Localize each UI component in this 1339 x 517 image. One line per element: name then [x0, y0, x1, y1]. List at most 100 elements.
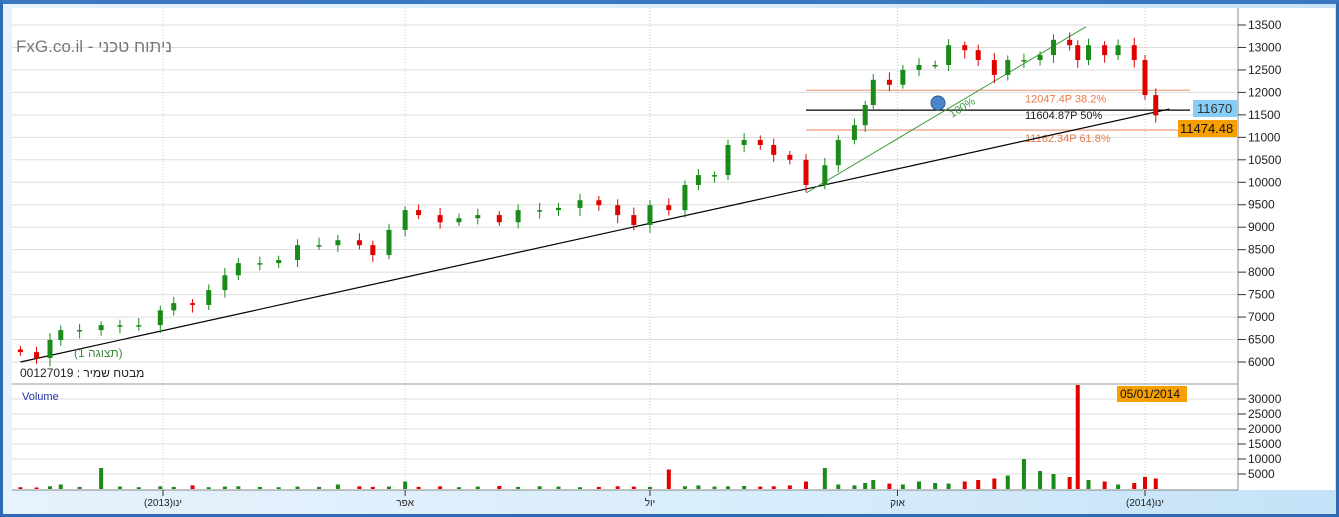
volume-bar: [1051, 474, 1056, 489]
candle-body: [416, 210, 422, 216]
cursor-price: 11670: [1197, 101, 1232, 116]
volume-bar: [77, 486, 82, 489]
y-tick-label: 8500: [1248, 243, 1275, 257]
volume-bar: [403, 481, 408, 489]
candle-body: [787, 154, 793, 160]
cursor-date-badge: [1117, 386, 1187, 402]
candle-body: [222, 275, 228, 291]
y-tick-label: 11000: [1248, 130, 1281, 144]
candle-body: [206, 290, 212, 305]
volume-bars: [18, 385, 1158, 489]
candle-body: [1115, 45, 1121, 56]
candle-body: [276, 260, 282, 264]
volume-bar: [1102, 481, 1107, 489]
candle-body: [577, 200, 583, 208]
candle-body: [335, 240, 341, 246]
candle-body: [932, 64, 938, 67]
volume-tick-label: 5000: [1248, 467, 1275, 481]
volume-bar: [34, 487, 39, 489]
candle-body: [77, 330, 83, 332]
volume-bar: [682, 486, 687, 489]
info-marker-icon[interactable]: [930, 95, 946, 111]
volume-bar: [1116, 484, 1121, 489]
last-price-badge: [1178, 120, 1237, 137]
volume-bar: [836, 484, 841, 489]
candle-body: [991, 60, 997, 75]
volume-tick-label: 30000: [1248, 392, 1282, 406]
volume-bar: [438, 486, 443, 489]
security-label: מבטח שמיר : 00127019: [20, 366, 144, 380]
volume-bar: [822, 468, 827, 489]
candle-body: [370, 245, 376, 256]
y-tick-label: 6500: [1248, 333, 1275, 347]
volume-title: Volume: [22, 391, 59, 403]
y-tick-label: 7000: [1248, 310, 1275, 324]
candle-body: [136, 325, 142, 327]
candle-body: [47, 339, 53, 358]
candle-body: [555, 207, 561, 211]
volume-bar: [696, 485, 701, 489]
volume-bar: [1021, 459, 1026, 489]
zoom-label: (תצוגה 1): [74, 346, 123, 360]
x-tick-label: אוק: [890, 498, 905, 509]
candle-body: [437, 215, 443, 223]
candle-body: [975, 50, 981, 61]
candle-body: [456, 218, 462, 223]
y-tick-label: 7500: [1248, 288, 1275, 302]
cursor-price-badge: [1193, 100, 1237, 117]
volume-bar: [357, 486, 362, 489]
candle-body: [725, 144, 731, 176]
y-tick-label: 10000: [1248, 175, 1282, 189]
candle-body: [835, 140, 841, 166]
volume-bar: [615, 486, 620, 489]
candle-body: [1051, 39, 1057, 56]
volume-bar: [295, 486, 300, 489]
volume-bar: [1067, 477, 1072, 489]
candle-body: [647, 205, 653, 225]
volume-bar: [742, 486, 747, 489]
fib-level-label: 12047.4P 38.2%: [1025, 93, 1106, 105]
candle-body: [870, 79, 876, 105]
y-axis-area: [1238, 8, 1335, 490]
volume-bar: [666, 469, 671, 489]
volume-bar: [992, 478, 997, 489]
candle-body: [946, 45, 952, 65]
volume-bar: [900, 484, 905, 489]
volume-bar: [1075, 385, 1080, 489]
volume-bar: [158, 486, 163, 489]
candle-body: [316, 245, 322, 247]
volume-bar: [416, 486, 421, 489]
volume-bar: [497, 486, 502, 489]
x-tick-label: ינו(2013): [144, 498, 182, 509]
candle-body: [17, 349, 23, 353]
volume-bar: [1143, 477, 1147, 489]
volume-bar: [276, 487, 281, 489]
candle-body: [1075, 45, 1081, 61]
y-tick-label: 12500: [1248, 63, 1282, 77]
volume-bar: [456, 487, 461, 489]
candle-body: [631, 215, 637, 225]
candle-body: [962, 45, 968, 51]
volume-bar: [1038, 471, 1043, 489]
volume-tick-label: 15000: [1248, 437, 1282, 451]
candle-body: [1067, 39, 1073, 46]
candle-body: [712, 175, 718, 177]
volume-bar: [1153, 478, 1158, 489]
volume-bar: [631, 486, 636, 489]
candle-body: [496, 215, 502, 223]
y-tick-label: 9000: [1248, 220, 1275, 234]
volume-bar: [18, 487, 23, 489]
volume-bar: [1132, 483, 1137, 489]
candle-body: [803, 159, 809, 185]
cursor-date: 05/01/2014: [1120, 387, 1180, 401]
y-tick-label: 13500: [1248, 18, 1282, 32]
volume-bar: [725, 486, 730, 489]
x-tick-label: יול: [645, 497, 656, 509]
x-tick-label: אפר: [396, 498, 414, 509]
volume-bar: [1086, 480, 1091, 489]
candle-body: [190, 303, 196, 305]
candle-body: [1102, 45, 1108, 56]
volume-bar: [58, 484, 63, 489]
